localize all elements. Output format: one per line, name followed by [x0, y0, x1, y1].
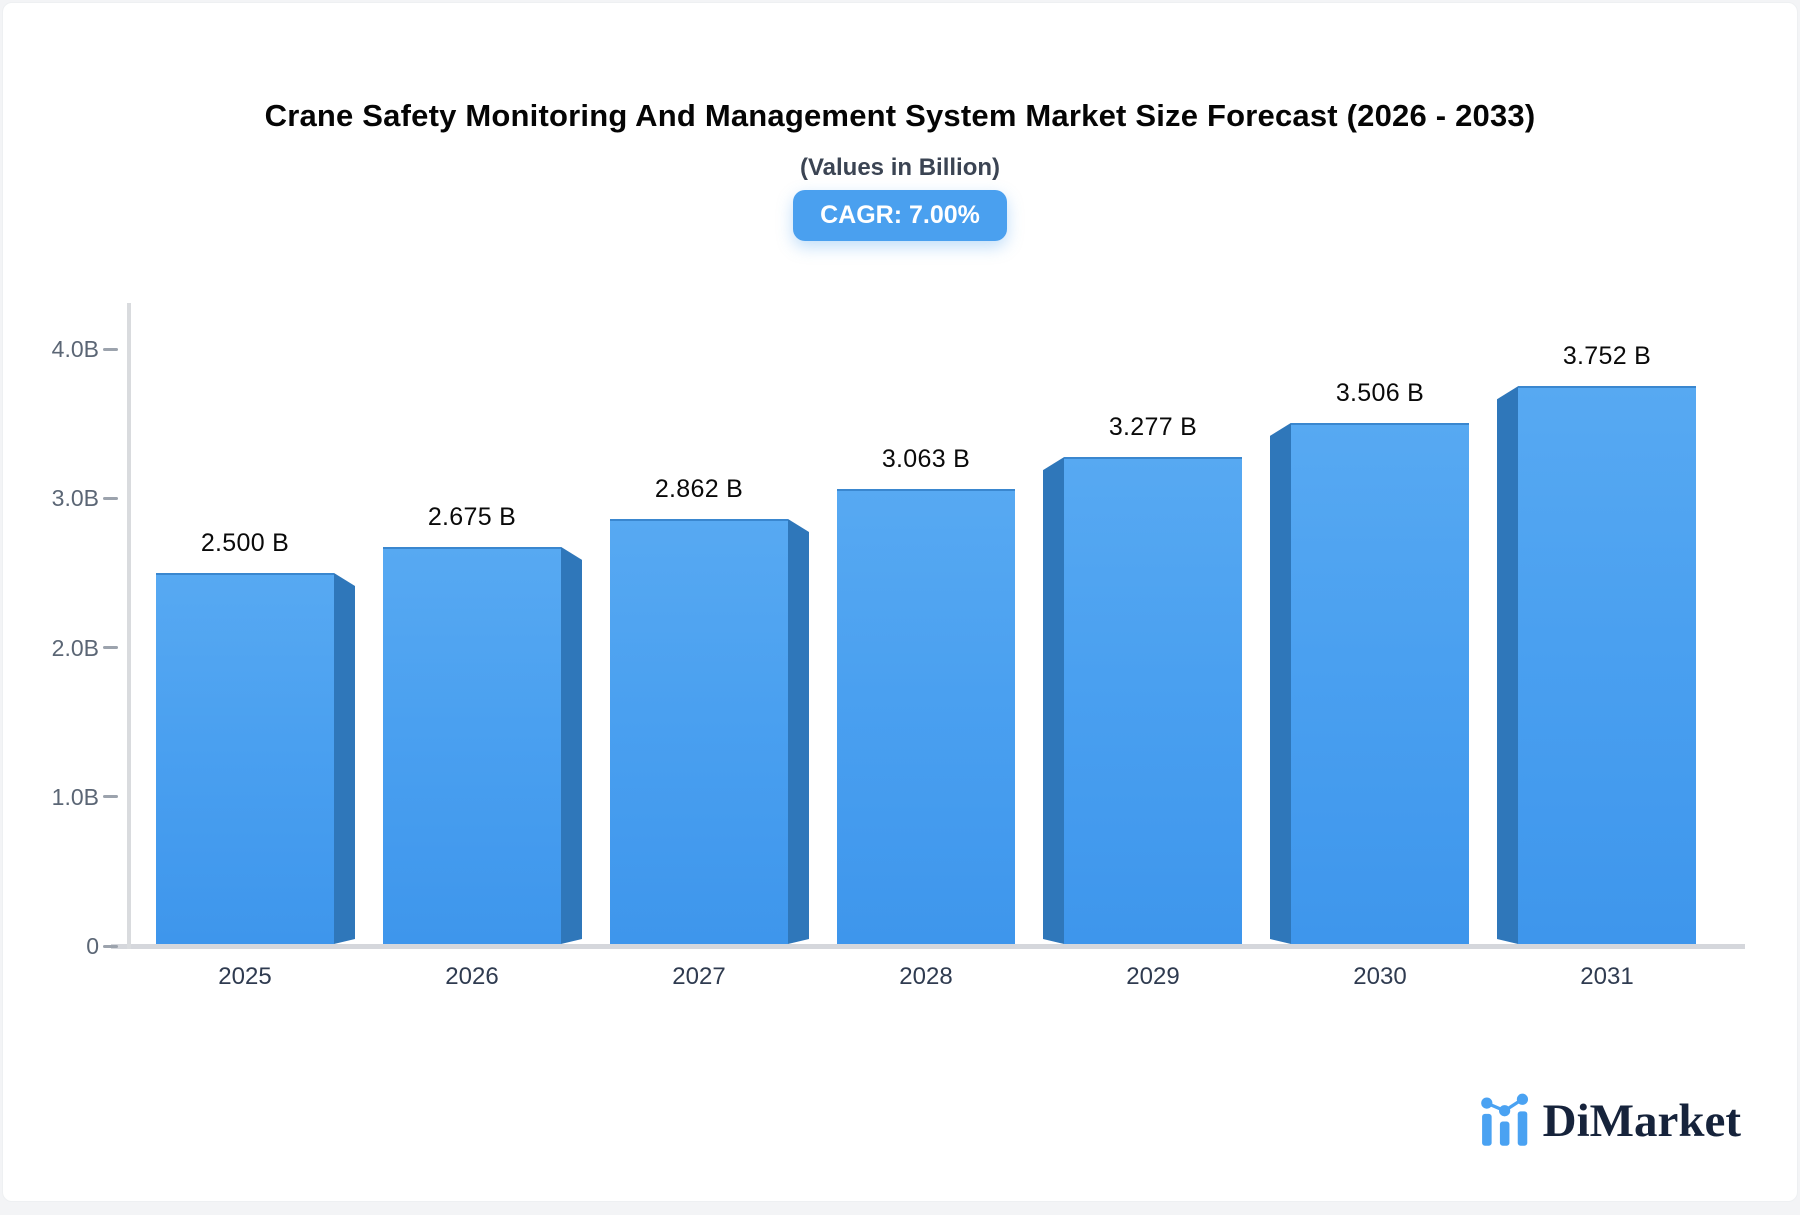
bar-3d-side [1043, 457, 1064, 944]
x-axis-label: 2030 [1353, 963, 1407, 990]
y-axis-tick [103, 646, 118, 650]
bar-value-label: 3.752 B [1562, 342, 1652, 371]
bar-value-label: 2.500 B [200, 529, 290, 557]
x-axis-label: 2027 [672, 963, 726, 990]
x-axis-label: 2029 [1126, 963, 1180, 990]
x-axis-label: 2025 [218, 963, 272, 990]
bar-3d-side [1270, 423, 1291, 944]
brand-logo: DiMarket [1479, 1091, 1741, 1147]
bar-3d-side [1497, 386, 1518, 944]
y-axis-label: 1.0B [51, 783, 99, 810]
y-axis-tick [103, 496, 118, 500]
bar-3d-side [561, 547, 582, 944]
bar[interactable] [1291, 422, 1469, 944]
y-axis-tick [103, 795, 118, 799]
bar[interactable] [837, 489, 1015, 944]
x-axis-line [111, 944, 1745, 949]
bar[interactable] [156, 573, 334, 944]
bar-value-label: 3.506 B [1335, 378, 1425, 407]
bar[interactable] [1518, 386, 1696, 944]
x-axis-label: 2028 [899, 963, 953, 990]
dimarket-logo-icon [1480, 1093, 1528, 1146]
y-axis-label: 0 [86, 933, 99, 959]
bar-3d-side [788, 519, 809, 944]
bar-value-label: 3.063 B [881, 445, 971, 473]
y-axis-line [127, 303, 131, 949]
brand-logo-text: DiMarket [1542, 1095, 1741, 1147]
y-axis-label: 3.0B [51, 485, 99, 512]
bar-3d-side [334, 573, 355, 944]
y-axis-tick [103, 944, 118, 948]
chart-header: Crane Safety Monitoring And Management S… [3, 91, 1797, 241]
chart-subtitle: (Values in Billion) [799, 154, 1001, 181]
bar[interactable] [610, 518, 788, 944]
cagr-badge: CAGR: 7.00% [793, 190, 1007, 241]
y-axis-tick [103, 347, 118, 351]
bar-value-label: 2.675 B [427, 502, 517, 531]
bar[interactable] [383, 546, 561, 944]
x-axis-label: 2026 [445, 963, 499, 990]
bar-value-label: 3.277 B [1108, 413, 1198, 442]
page-title: Crane Safety Monitoring And Management S… [264, 98, 1536, 133]
bar-chart: 0 1.0B 2.0B 3.0B 4.0B 2.500 B 2025 2.675 B 2026 2… [3, 3, 1800, 1215]
y-axis-label: 2.0B [51, 634, 99, 661]
bar-value-label: 2.862 B [654, 474, 744, 503]
bar[interactable] [1064, 457, 1242, 944]
x-axis-label: 2031 [1580, 963, 1634, 990]
y-axis-label: 4.0B [51, 336, 99, 363]
